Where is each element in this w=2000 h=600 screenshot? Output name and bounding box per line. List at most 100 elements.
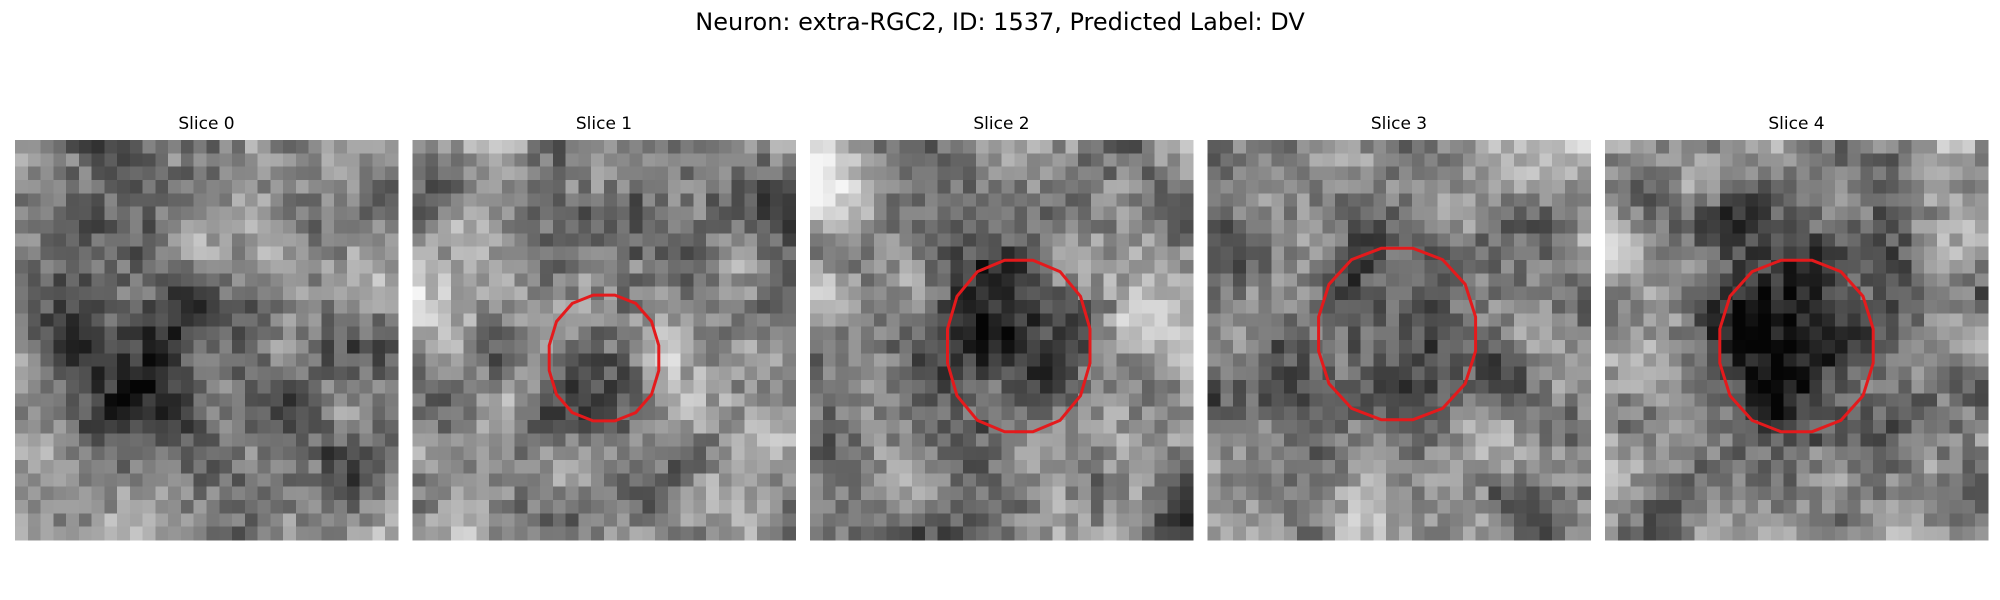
pixel bbox=[1103, 406, 1117, 421]
pixel bbox=[680, 286, 694, 301]
pixel bbox=[1386, 366, 1400, 381]
pixel bbox=[15, 460, 29, 474]
pixel bbox=[822, 393, 837, 408]
pixel bbox=[1783, 406, 1798, 421]
pixel bbox=[1668, 366, 1683, 381]
pixel bbox=[1860, 340, 1874, 354]
pixel bbox=[1271, 246, 1285, 261]
pixel bbox=[425, 380, 439, 394]
pixel bbox=[15, 140, 29, 154]
pixel bbox=[1078, 460, 1092, 474]
pixel bbox=[334, 366, 348, 381]
pixel bbox=[1936, 300, 1951, 314]
pixel bbox=[1360, 486, 1375, 501]
pixel bbox=[155, 140, 169, 154]
pixel bbox=[1707, 326, 1721, 341]
pixel bbox=[527, 366, 541, 381]
pixel bbox=[1564, 340, 1579, 354]
pixel bbox=[117, 166, 131, 181]
pixel bbox=[1936, 393, 1951, 408]
pixel bbox=[1027, 246, 1041, 261]
pixel bbox=[1090, 300, 1105, 314]
pixel bbox=[450, 233, 465, 248]
pixel bbox=[155, 420, 169, 434]
pixel bbox=[40, 193, 54, 208]
pixel bbox=[1630, 433, 1644, 448]
pixel bbox=[334, 393, 348, 408]
pixel bbox=[769, 260, 784, 274]
pixel bbox=[514, 140, 528, 154]
pixel bbox=[1373, 313, 1387, 328]
pixel bbox=[232, 140, 246, 154]
pixel bbox=[1450, 313, 1464, 328]
pixel bbox=[1873, 513, 1887, 528]
pixel bbox=[295, 380, 310, 394]
pixel bbox=[1424, 393, 1438, 408]
pixel bbox=[1539, 500, 1553, 514]
pixel bbox=[219, 433, 233, 448]
pixel bbox=[1962, 393, 1976, 408]
pixel bbox=[1962, 433, 1976, 448]
pixel bbox=[1220, 220, 1234, 234]
pixel bbox=[680, 513, 694, 528]
pixel bbox=[1001, 166, 1015, 181]
pixel bbox=[1399, 513, 1413, 528]
pixel bbox=[1847, 220, 1861, 234]
pixel bbox=[438, 513, 452, 528]
pixel bbox=[1245, 193, 1260, 208]
pixel bbox=[1296, 206, 1311, 221]
pixel bbox=[1656, 513, 1670, 528]
pixel bbox=[1694, 233, 1708, 248]
pixel bbox=[193, 140, 208, 154]
pixel bbox=[629, 206, 643, 221]
pixel bbox=[1399, 300, 1413, 314]
pixel bbox=[988, 206, 1003, 221]
pixel bbox=[1822, 380, 1836, 394]
pixel bbox=[1296, 340, 1311, 354]
pixel bbox=[655, 433, 669, 448]
pixel bbox=[1001, 526, 1015, 541]
pixel bbox=[873, 486, 888, 501]
pixel bbox=[1103, 246, 1117, 261]
pixel bbox=[219, 233, 233, 248]
pixel bbox=[1411, 233, 1426, 248]
pixel bbox=[91, 500, 105, 514]
pixel bbox=[334, 140, 348, 154]
pixel bbox=[117, 140, 131, 154]
pixel bbox=[1745, 366, 1759, 381]
pixel bbox=[257, 366, 271, 381]
pixel bbox=[1617, 300, 1632, 314]
pixel bbox=[1039, 313, 1054, 328]
pixel bbox=[706, 300, 720, 314]
pixel bbox=[1513, 500, 1528, 514]
pixel bbox=[616, 366, 631, 381]
pixel bbox=[501, 233, 516, 248]
pixel bbox=[1885, 286, 1900, 301]
pixel bbox=[861, 446, 875, 461]
pixel bbox=[782, 433, 797, 448]
pixel bbox=[385, 460, 399, 474]
pixel bbox=[1898, 220, 1912, 234]
pixel bbox=[1233, 140, 1247, 154]
pixel bbox=[295, 180, 310, 194]
pixel bbox=[1526, 286, 1541, 301]
pixel bbox=[1822, 353, 1836, 368]
pixel bbox=[1898, 446, 1912, 461]
pixel bbox=[718, 406, 733, 421]
pixel bbox=[565, 473, 580, 488]
pixel bbox=[1501, 246, 1515, 261]
pixel bbox=[540, 246, 554, 261]
pixel bbox=[810, 180, 824, 194]
pixel bbox=[1462, 473, 1477, 488]
pixel bbox=[1001, 473, 1015, 488]
pixel bbox=[1399, 486, 1413, 501]
pixel bbox=[1552, 366, 1566, 381]
pixel bbox=[1834, 420, 1849, 434]
pixel bbox=[1014, 300, 1028, 314]
pixel bbox=[1643, 340, 1657, 354]
pixel bbox=[15, 273, 29, 288]
pixel bbox=[1668, 473, 1683, 488]
pixel bbox=[283, 433, 297, 448]
pixel bbox=[168, 340, 182, 354]
pixel bbox=[1220, 180, 1234, 194]
